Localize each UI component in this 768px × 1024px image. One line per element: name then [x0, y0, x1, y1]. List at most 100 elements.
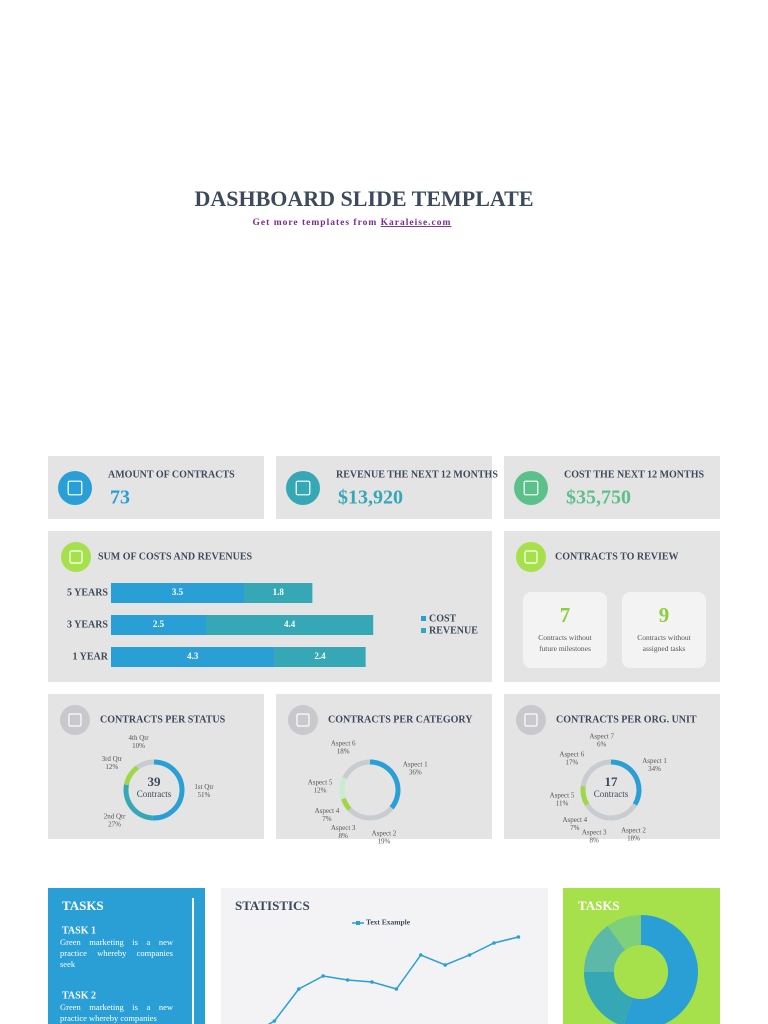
slice-label: Aspect 5	[550, 792, 575, 800]
task-title: TASK 2	[62, 990, 96, 1001]
task-text-box: Green marketing is a new practice whereb…	[60, 937, 173, 969]
icon	[514, 471, 548, 505]
data-label: 4.4	[284, 619, 296, 629]
task-text-box: Green marketing is a new practice whereb…	[60, 1002, 173, 1023]
review-box	[523, 592, 607, 668]
category-label: 1 YEAR	[73, 651, 109, 662]
donut-segment	[360, 806, 394, 821]
donut-segment	[607, 915, 642, 951]
legend-label: Text Example	[366, 918, 411, 927]
subtitle-link[interactable]: Karaleise.com	[381, 218, 452, 228]
donut-segment	[340, 797, 352, 811]
chart-title: STATISTICS	[235, 898, 310, 913]
legend-label: REVENUE	[429, 625, 478, 636]
donut-segment	[580, 761, 602, 787]
category-label: 3 YEARS	[67, 619, 108, 630]
marker	[272, 1019, 277, 1023]
bar	[274, 647, 366, 667]
slice-label: Aspect 4	[562, 816, 587, 824]
marker	[419, 953, 423, 957]
bar	[244, 583, 313, 603]
data-label: 3.5	[172, 587, 184, 597]
marker	[443, 963, 448, 967]
slice-value: 7%	[570, 824, 580, 832]
donut-segment	[584, 803, 597, 816]
task-text: Green marketing is a new practice whereb…	[60, 937, 173, 969]
donut-segment	[347, 807, 363, 820]
slice-value: 51%	[198, 791, 211, 799]
icon-glyph	[296, 713, 310, 727]
slice-label: Aspect 3	[331, 824, 356, 832]
legend-label: COST	[429, 613, 457, 624]
kpi-label: COST THE NEXT 12 MONTHS	[564, 469, 704, 480]
icon-glyph	[68, 713, 82, 727]
donut-segment	[624, 915, 698, 1024]
marker	[467, 953, 472, 957]
slice-label: Aspect 6	[331, 739, 356, 747]
slice-label: 4th Qtr	[129, 734, 150, 742]
review-label: Contracts without assigned tasks	[637, 633, 691, 653]
marker	[516, 935, 521, 939]
icon-glyph	[67, 480, 83, 496]
data-label: 2.4	[314, 651, 326, 661]
category-label: 5 YEARS	[67, 587, 108, 598]
data-label: 4.3	[187, 651, 199, 661]
chart-title: SUM OF COSTS AND REVENUES	[98, 551, 253, 562]
center-value: 39	[148, 774, 162, 789]
slice-label: Aspect 7	[589, 732, 614, 740]
slice-value: 12%	[105, 763, 118, 771]
review-value: 9	[659, 603, 670, 627]
slice-label: Aspect 4	[315, 807, 340, 815]
data-label: 2.5	[153, 619, 165, 629]
legend-marker	[356, 921, 360, 925]
donut-segment	[369, 759, 401, 810]
slice-label: Aspect 2	[372, 830, 397, 838]
slice-value: 19%	[378, 838, 391, 846]
icon	[516, 542, 546, 572]
task-text: Green marketing is a new practice whereb…	[60, 1002, 173, 1023]
page-title: DASHBOARD SLIDE TEMPLATE	[194, 186, 533, 211]
slice-value: 34%	[648, 765, 661, 773]
slice-value: 7%	[322, 815, 332, 823]
card-title: CONTRACTS TO REVIEW	[555, 551, 679, 562]
donut-segment	[594, 811, 609, 821]
donut-segment	[599, 759, 612, 767]
slice-value: 27%	[108, 820, 121, 828]
donut-segment	[584, 971, 634, 1024]
donut-segment	[152, 759, 185, 821]
slice-value: 6%	[597, 740, 607, 748]
icon	[58, 471, 92, 505]
legend-swatch	[421, 616, 426, 621]
icon-glyph	[523, 480, 539, 496]
review-label-box: Contracts without future milestones	[538, 633, 592, 653]
marker	[394, 987, 399, 991]
slice-value: 8%	[590, 837, 600, 845]
legend-swatch	[421, 628, 426, 633]
bar	[111, 615, 206, 635]
marker	[321, 974, 326, 978]
panel-title: TASKS	[62, 898, 104, 913]
slice-value: 18%	[337, 747, 350, 755]
subtitle: Get more templates from Karaleise.com	[253, 218, 452, 228]
marker	[370, 980, 374, 984]
icon-glyph	[295, 480, 311, 496]
slice-label: Aspect 1	[642, 757, 667, 765]
donut-segment	[608, 803, 638, 821]
slice-label: Aspect 3	[582, 829, 607, 837]
donut-segment	[136, 759, 155, 770]
slice-label: Aspect 5	[308, 778, 333, 786]
slice-value: 36%	[409, 768, 422, 776]
data-label: 1.8	[273, 587, 285, 597]
slice-label: 1st Qtr	[194, 783, 214, 791]
donut-segment	[580, 785, 590, 806]
slice-value: 12%	[314, 786, 327, 794]
slice-value: 18%	[627, 834, 640, 842]
donut-segment	[339, 777, 347, 800]
slice-value: 10%	[132, 742, 145, 750]
slice-label: Aspect 6	[559, 751, 584, 759]
kpi-value: $35,750	[566, 487, 631, 509]
center-label: Contracts	[137, 789, 172, 799]
marker	[492, 941, 496, 945]
